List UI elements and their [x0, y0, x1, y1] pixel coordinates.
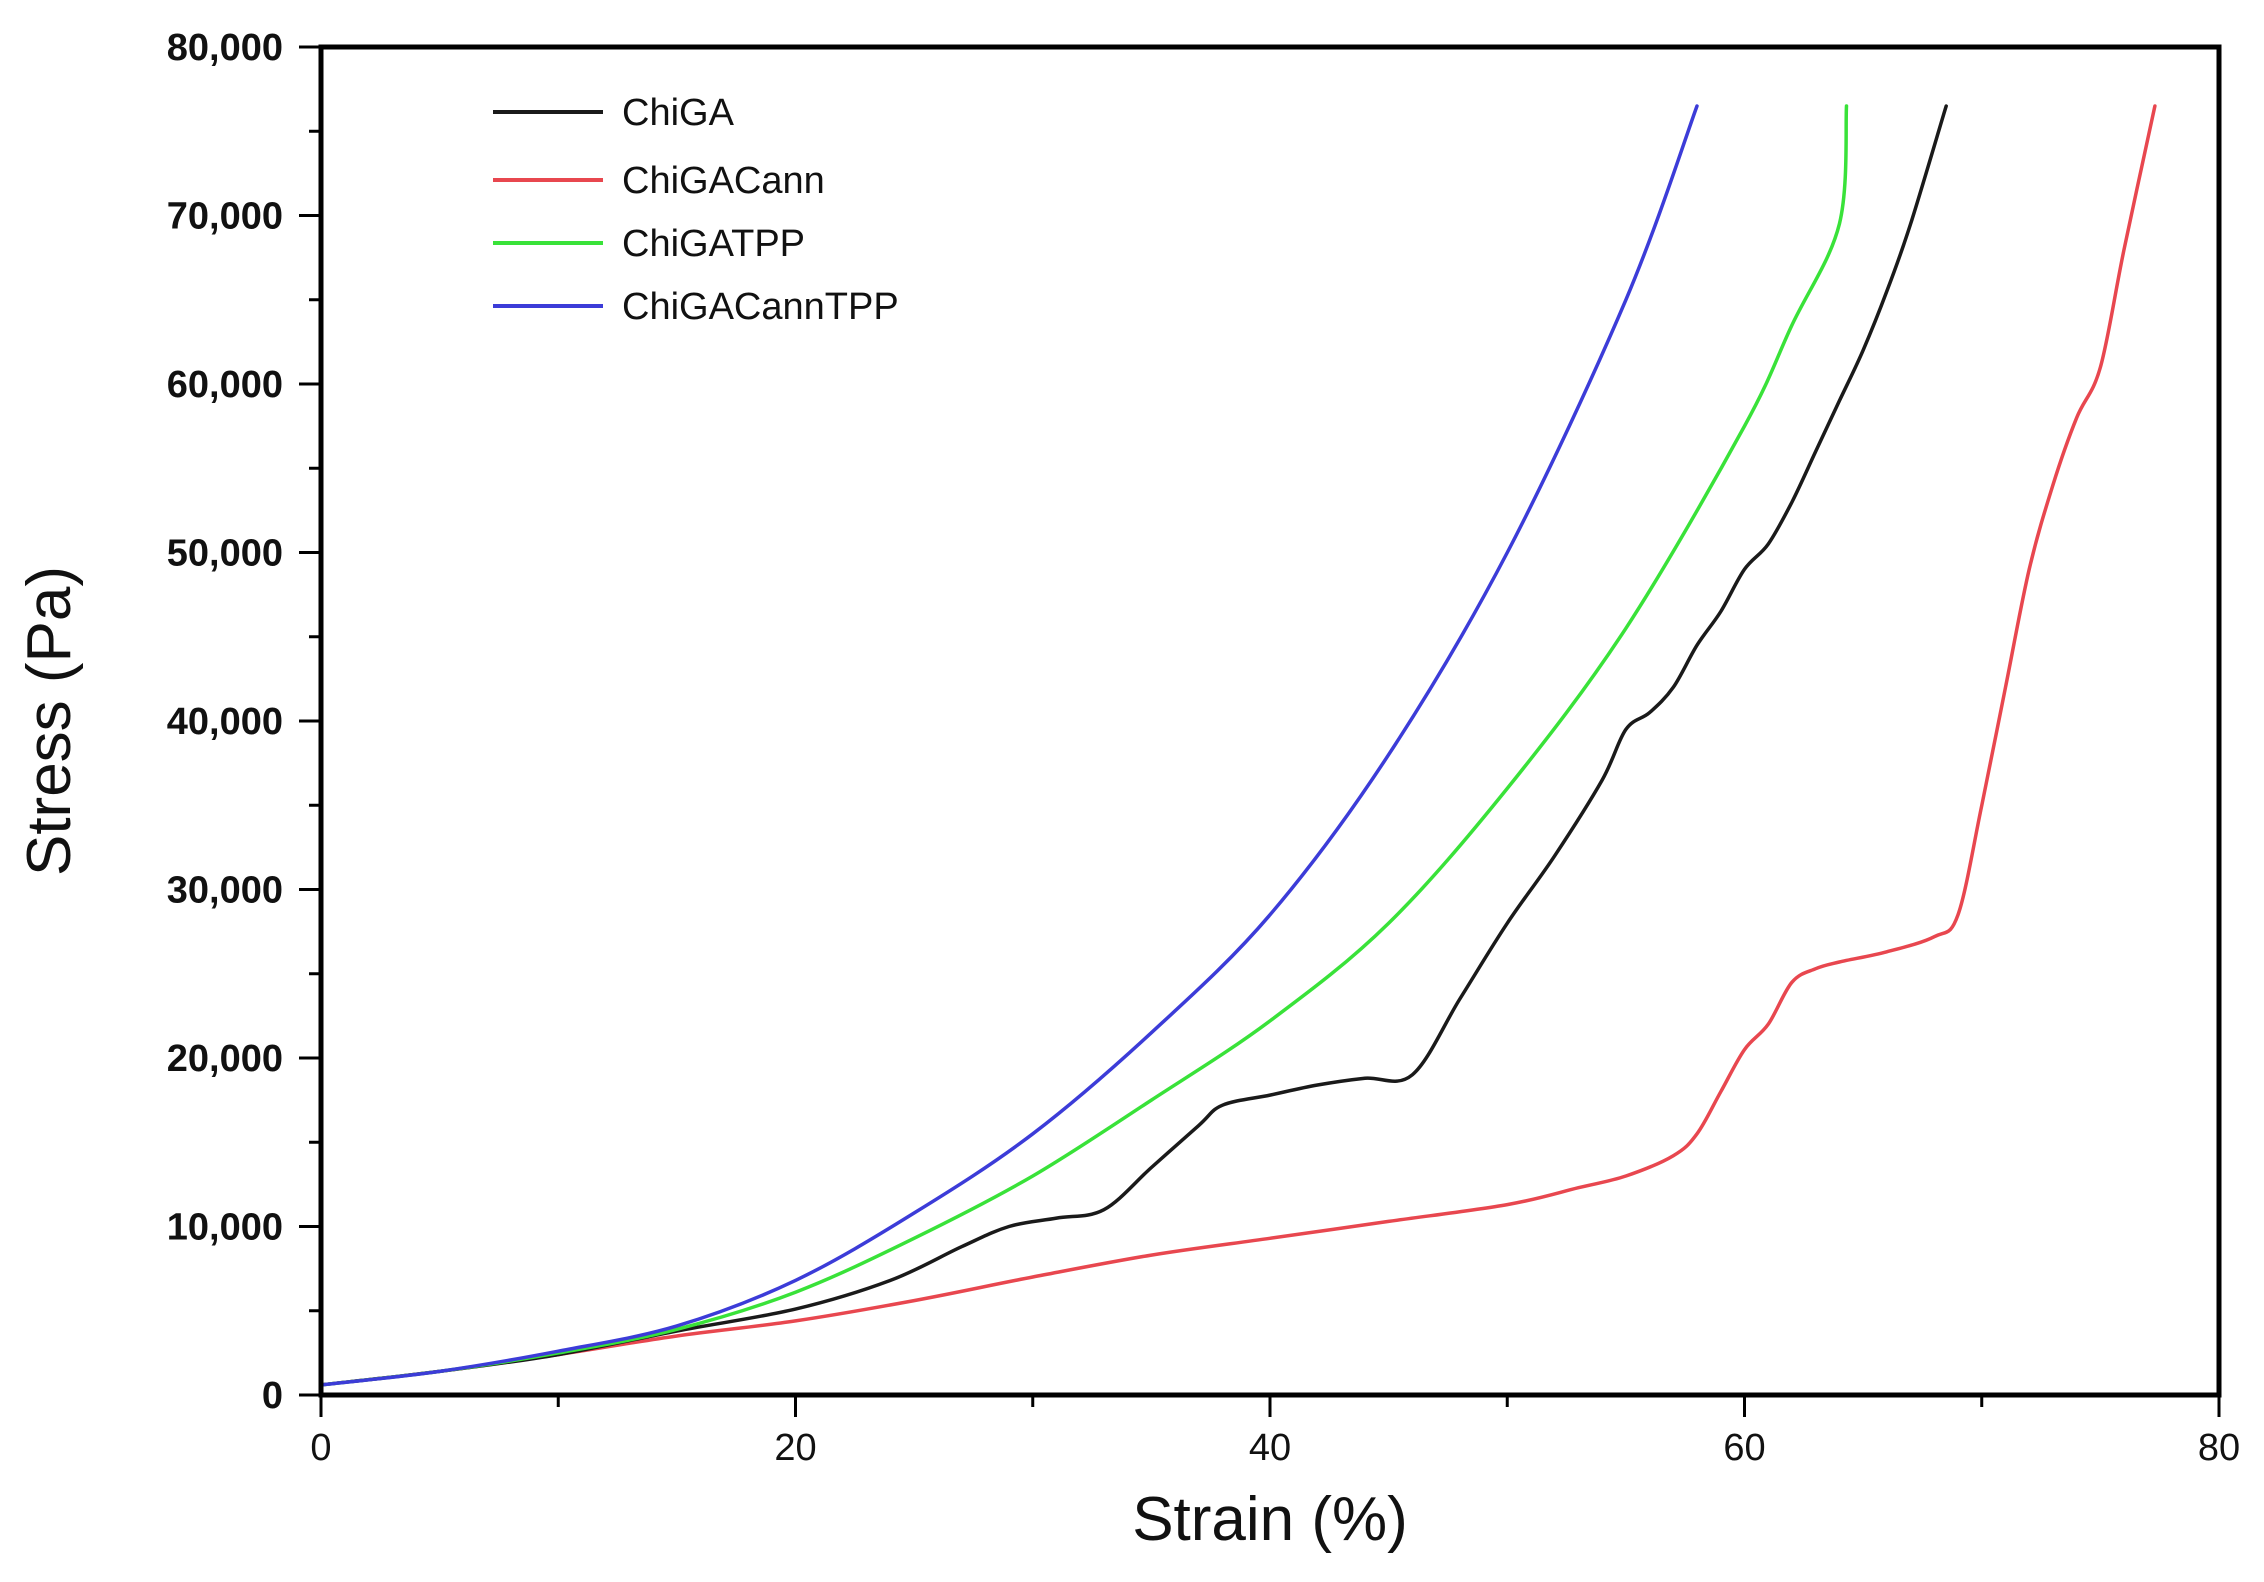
- y-tick-label: 50,000: [167, 533, 283, 575]
- series-line-chiga: [319, 104, 1948, 1387]
- y-tick-label: 0: [262, 1375, 283, 1417]
- y-axis-title: Stress (Pa): [15, 566, 84, 876]
- series-line-chigacanntpp: [319, 104, 1699, 1387]
- y-tick-label: 60,000: [167, 364, 283, 406]
- tick-labels: 0 10,000 20,000 30,000 40,000 50,000 60,000 70,…: [167, 27, 2240, 1469]
- plot-frame: [318, 44, 2222, 1398]
- x-tick-label: 60: [1723, 1427, 1765, 1469]
- y-tick-label: 70,000: [167, 196, 283, 238]
- x-tick-label: 40: [1249, 1427, 1291, 1469]
- y-tick-label: 20,000: [167, 1038, 283, 1080]
- series-lines: [319, 104, 2157, 1387]
- y-tick-label: 80,000: [167, 27, 283, 69]
- y-tick-label: 40,000: [167, 701, 283, 743]
- series-line-chigacann: [319, 104, 2157, 1387]
- series-line-chigatpp: [319, 104, 1849, 1387]
- legend-label-chiga: ChiGA: [622, 92, 735, 134]
- y-tick-label: 30,000: [167, 870, 283, 912]
- x-tick-label: 80: [2198, 1427, 2240, 1469]
- x-tick-label: 0: [310, 1427, 331, 1469]
- legend-label-chigacann: ChiGACann: [622, 160, 825, 202]
- legend-label-chigatpp: ChiGATPP: [622, 223, 805, 265]
- x-tick-label: 20: [774, 1427, 816, 1469]
- x-axis-title: Strain (%): [1132, 1485, 1408, 1554]
- legend-label-chigacanntpp: ChiGACannTPP: [622, 286, 899, 328]
- legend: ChiGA ChiGACann ChiGATPP ChiGACannTPP: [493, 92, 899, 328]
- y-tick-label: 10,000: [167, 1207, 283, 1249]
